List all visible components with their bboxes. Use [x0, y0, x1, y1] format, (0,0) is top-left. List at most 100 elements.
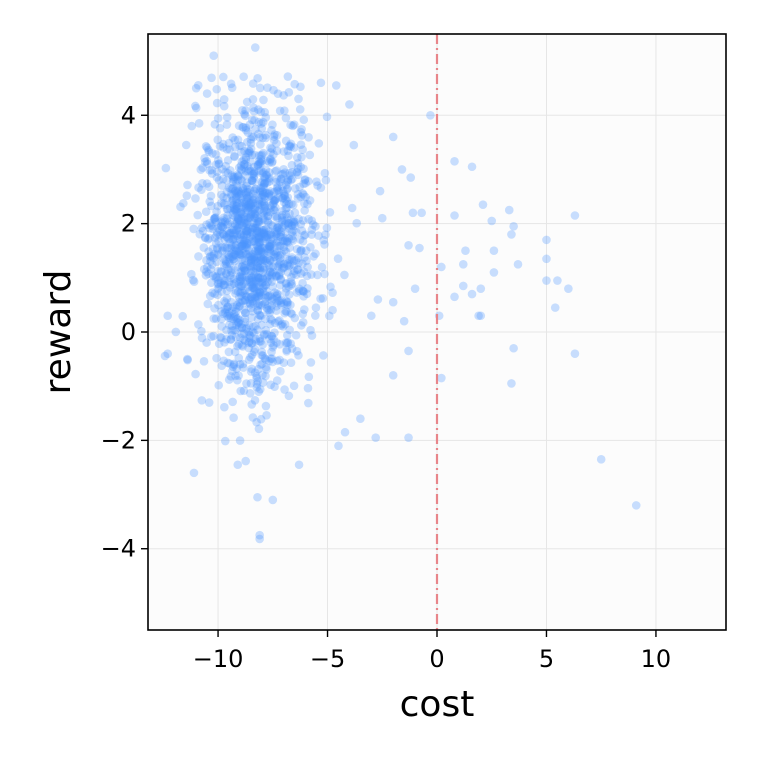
- data-point: [399, 316, 409, 326]
- data-point: [272, 291, 281, 301]
- data-point: [259, 255, 268, 264]
- data-point: [250, 213, 259, 222]
- data-point: [238, 184, 248, 194]
- data-point: [227, 243, 236, 252]
- data-point: [259, 198, 269, 207]
- data-point: [252, 226, 262, 236]
- data-point: [204, 182, 214, 192]
- data-point: [226, 297, 236, 307]
- data-point: [245, 389, 255, 398]
- data-point: [227, 321, 237, 331]
- data-point: [249, 236, 259, 246]
- data-point: [222, 335, 231, 344]
- data-point: [229, 360, 239, 370]
- data-point: [240, 171, 250, 180]
- data-point: [487, 216, 497, 226]
- data-point: [307, 230, 316, 239]
- data-point: [236, 208, 245, 218]
- data-point: [309, 252, 318, 261]
- data-point: [232, 314, 242, 324]
- data-point: [271, 272, 281, 281]
- data-point: [247, 227, 256, 237]
- data-point: [206, 264, 216, 274]
- data-point: [458, 259, 468, 269]
- data-point: [242, 193, 252, 203]
- data-point: [246, 211, 255, 221]
- data-point: [254, 300, 264, 309]
- data-point: [239, 72, 248, 82]
- data-point: [242, 194, 252, 203]
- data-point: [302, 289, 312, 299]
- data-point: [265, 177, 274, 186]
- data-point: [251, 184, 261, 194]
- data-point: [248, 189, 258, 199]
- data-point: [255, 334, 265, 343]
- data-point: [216, 332, 225, 342]
- data-point: [298, 259, 307, 269]
- data-point: [163, 311, 173, 321]
- data-point: [243, 214, 253, 223]
- data-point: [257, 347, 267, 357]
- data-point: [240, 266, 250, 275]
- data-point: [450, 292, 459, 302]
- data-point: [236, 230, 246, 240]
- data-point: [278, 236, 288, 246]
- data-point: [256, 300, 265, 310]
- data-point: [226, 244, 235, 253]
- data-point: [219, 72, 228, 82]
- data-point: [255, 200, 265, 209]
- data-point: [251, 268, 260, 278]
- data-point: [224, 258, 234, 267]
- data-point: [214, 159, 223, 169]
- data-point: [234, 192, 244, 201]
- data-point: [241, 201, 250, 211]
- data-point: [235, 274, 244, 283]
- x-axis-ticks: −10 −5 0 5 10: [193, 630, 671, 673]
- data-point: [208, 149, 217, 158]
- data-point: [217, 221, 226, 231]
- data-point: [250, 223, 260, 233]
- data-point: [272, 246, 282, 256]
- data-point: [224, 277, 234, 287]
- data-point: [224, 183, 234, 192]
- data-point: [240, 203, 250, 213]
- data-point: [231, 304, 241, 313]
- data-point: [254, 233, 264, 242]
- data-point: [251, 211, 261, 221]
- data-point: [246, 144, 256, 154]
- data-point: [275, 316, 284, 325]
- data-point: [198, 226, 208, 236]
- data-point: [211, 160, 221, 169]
- data-point: [340, 270, 349, 280]
- x-tick-label: 10: [641, 645, 672, 673]
- data-point: [249, 280, 258, 289]
- data-point: [227, 268, 237, 277]
- data-point: [272, 298, 281, 308]
- data-point: [236, 229, 246, 239]
- data-point: [246, 135, 256, 144]
- data-point: [291, 330, 301, 340]
- data-point: [288, 217, 298, 227]
- data-point: [242, 212, 251, 222]
- data-point: [232, 300, 242, 310]
- data-point: [286, 277, 296, 286]
- data-point: [253, 258, 263, 267]
- data-point: [160, 351, 170, 361]
- data-point: [191, 194, 200, 203]
- data-point: [467, 162, 477, 172]
- data-point: [294, 258, 303, 268]
- data-point: [219, 261, 229, 271]
- data-point: [197, 223, 207, 233]
- data-point: [217, 307, 226, 316]
- data-point: [326, 282, 335, 292]
- data-point: [246, 379, 256, 388]
- data-point: [233, 341, 242, 351]
- data-point: [253, 216, 263, 226]
- data-point: [231, 186, 240, 195]
- data-point: [340, 427, 350, 437]
- data-point: [242, 379, 251, 388]
- data-point: [267, 293, 276, 302]
- data-point: [258, 133, 268, 143]
- data-point: [274, 187, 284, 197]
- data-point: [258, 148, 268, 158]
